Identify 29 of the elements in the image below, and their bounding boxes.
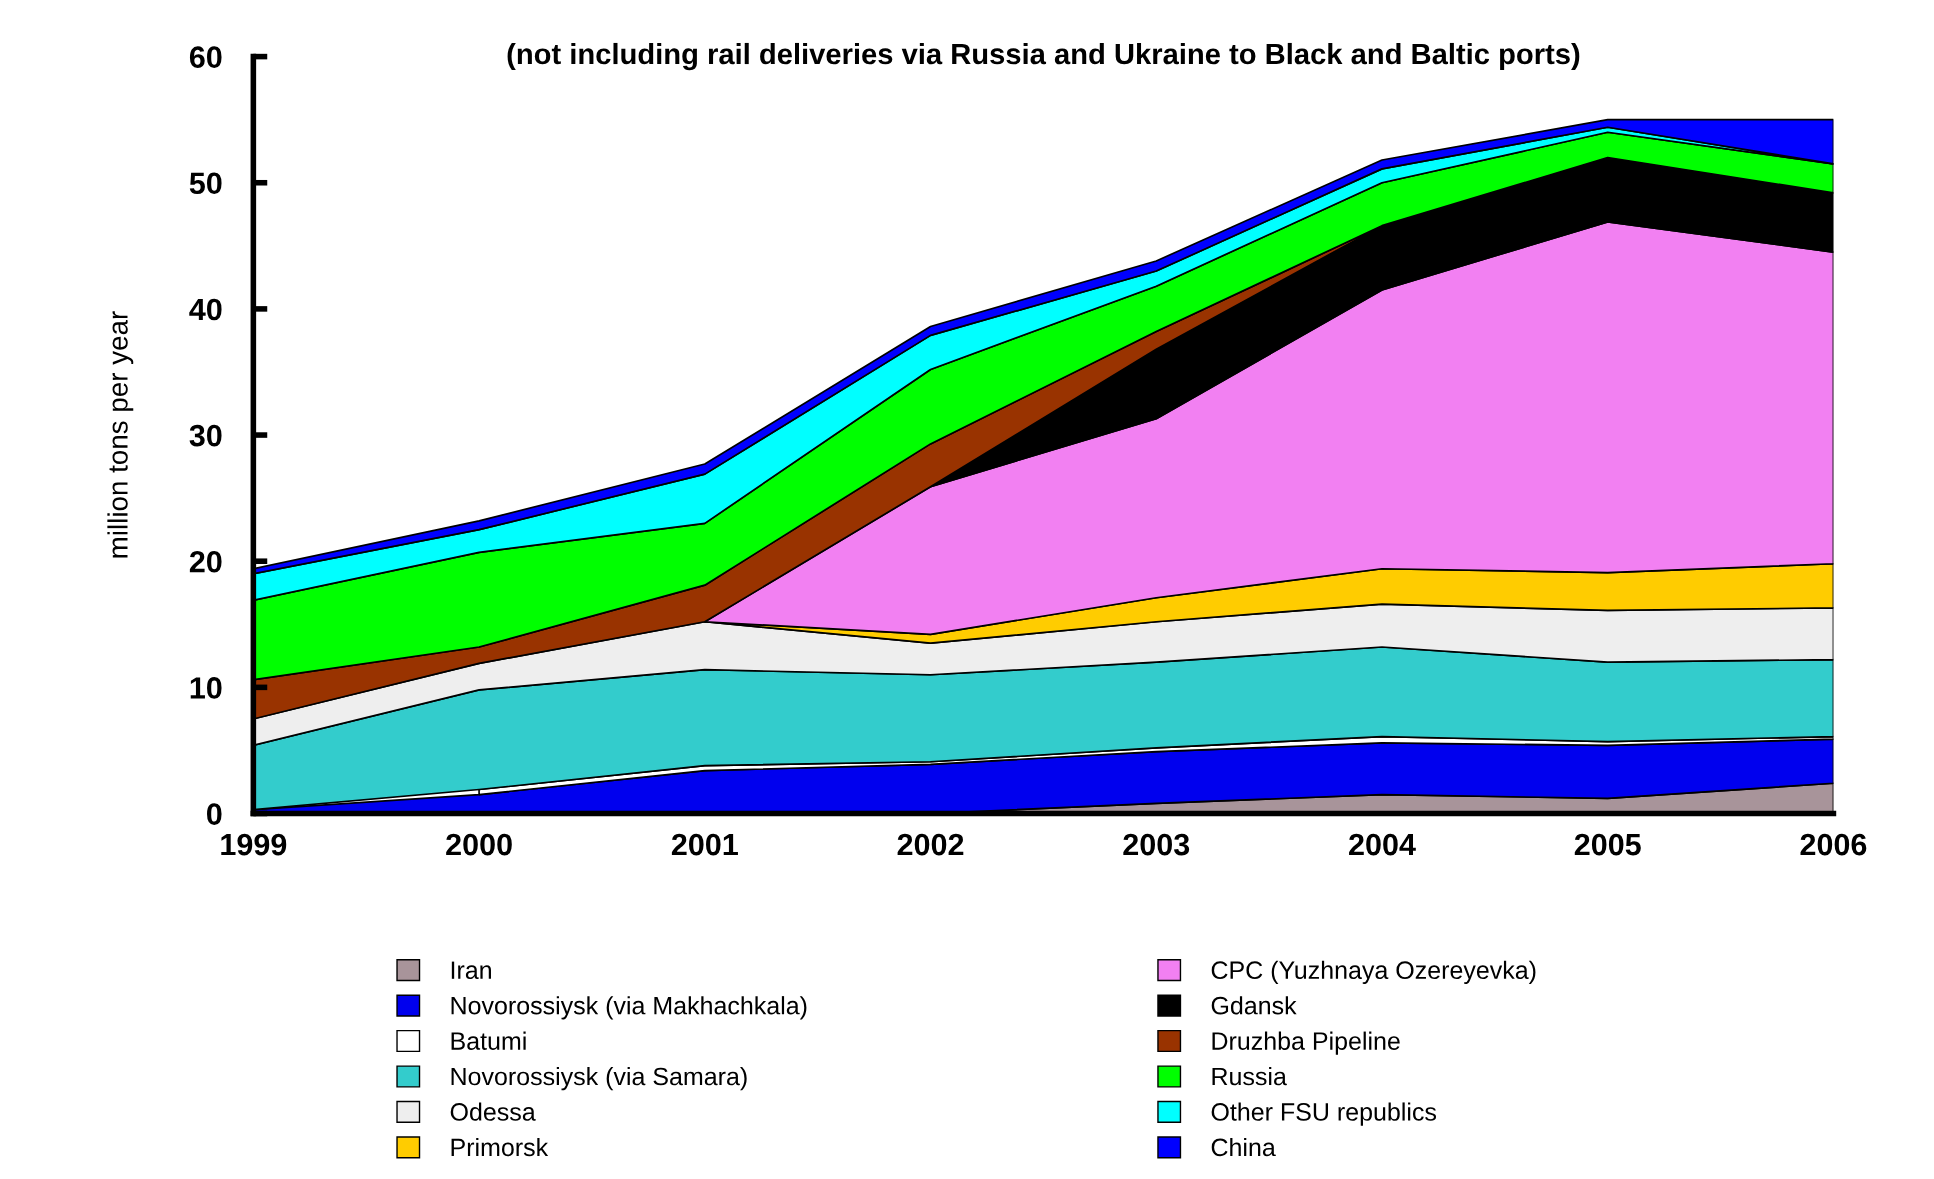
y-tick-label: 20 [189, 550, 222, 573]
x-tick-label: 2005 [1574, 833, 1641, 856]
legend-label: Iran [451, 961, 491, 980]
legend-label: Odessa [450, 1102, 536, 1121]
y-tick-label: 30 [189, 424, 222, 447]
legend-label: Novorossiysk (via Samara) [451, 1067, 747, 1091]
legend-label: Novorossiysk (via Makhachkala) [451, 996, 807, 1020]
legend-label: China [1211, 1137, 1276, 1157]
legend-label: Druzhba Pipeline [1212, 1031, 1400, 1055]
legend-label: Russia [1212, 1067, 1287, 1086]
x-tick-label: 2001 [671, 833, 738, 856]
y-tick-label: 0 [207, 803, 222, 825]
y-tick-label: 50 [189, 172, 222, 195]
y-axis-title: million tons per year [107, 311, 134, 558]
y-tick-label: 60 [189, 46, 222, 68]
x-tick-label: 1999 [221, 833, 287, 856]
y-tick-label: 10 [190, 677, 222, 699]
y-tick-label: 40 [189, 298, 222, 321]
x-tick-label: 2006 [1800, 833, 1867, 856]
legend-label: Primorsk [451, 1137, 549, 1157]
x-tick-label: 2002 [897, 833, 964, 856]
legend-label: Gdansk [1211, 996, 1297, 1015]
chart-title: (not including rail deliveries via Russia and Ukraine to Black and Baltic ports) [507, 42, 1580, 71]
legend-label: Other FSU republics [1211, 1102, 1437, 1126]
legend-label: Batumi [451, 1031, 526, 1050]
legend-label: CPC (Yuzhnaya Ozereyevka) [1211, 960, 1536, 984]
x-tick-label: 2000 [446, 833, 512, 856]
x-tick-label: 2003 [1123, 833, 1190, 856]
x-tick-label: 2004 [1349, 833, 1416, 856]
